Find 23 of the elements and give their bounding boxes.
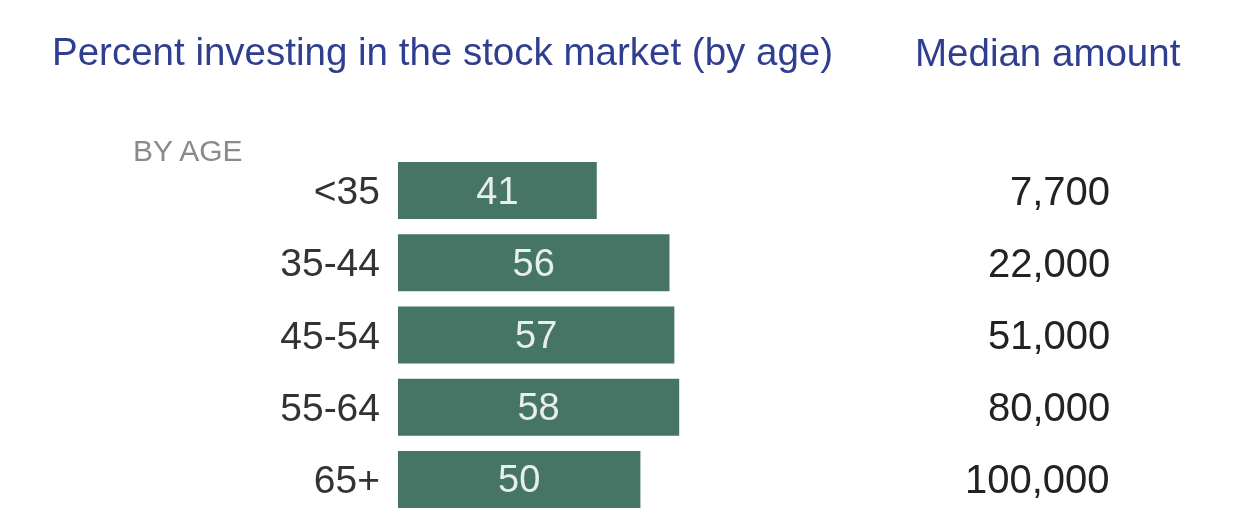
bar	[398, 378, 680, 436]
bar	[398, 306, 675, 364]
bar	[398, 234, 670, 292]
y-tick-label: 65+	[313, 458, 380, 502]
data-label: 41	[476, 169, 519, 212]
y-tick-label: 45-54	[280, 313, 380, 357]
chart-title: Percent investing in the stock market (by age)	[52, 30, 834, 74]
y-tick-label: <35	[313, 169, 380, 213]
text: 100,000	[965, 457, 1110, 501]
text: Median amount	[915, 31, 1181, 74]
data-label: 50	[498, 458, 541, 501]
bar	[398, 161, 597, 220]
bar	[398, 450, 641, 509]
data-label: 57	[515, 314, 558, 356]
y-tick-label: 55-64	[280, 385, 380, 429]
data-label: 58	[517, 386, 560, 429]
text: 7,700	[1010, 169, 1111, 213]
y-axis-title: BY AGE	[133, 134, 243, 167]
text: 51,000	[988, 313, 1111, 357]
text: 22,000	[988, 241, 1111, 285]
y-tick-label: 35-44	[280, 241, 380, 285]
data-label: 56	[512, 241, 555, 284]
text: 80,000	[988, 385, 1111, 429]
